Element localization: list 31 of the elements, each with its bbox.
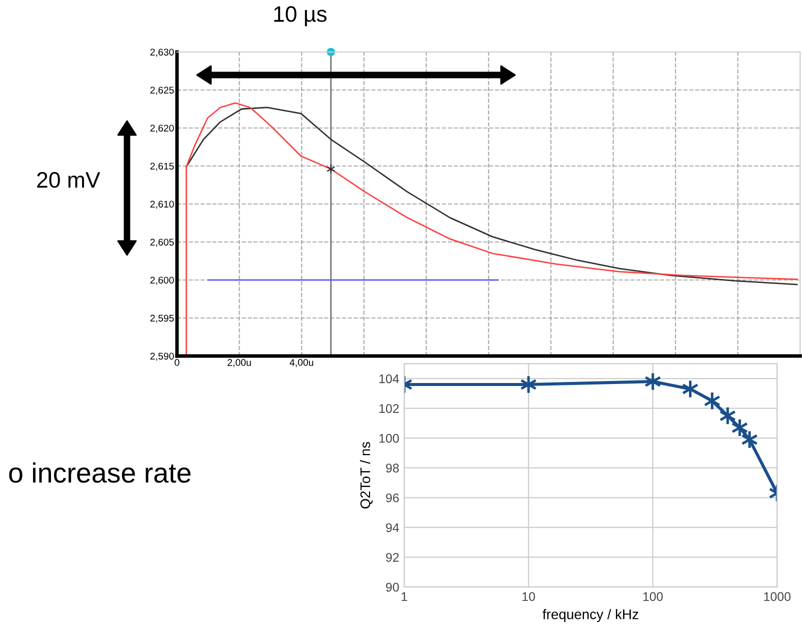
text: 20 mV bbox=[37, 172, 100, 188]
line-series bbox=[186, 106, 798, 286]
y-tick-label: 2,615 bbox=[150, 162, 174, 171]
x-tick-label: 10 bbox=[522, 592, 535, 602]
line-series bbox=[186, 102, 798, 356]
y-tick-label: 90 bbox=[386, 582, 399, 592]
x-tick-label: 4,00u bbox=[290, 359, 314, 368]
y-axis-title: Q2ToT / ns bbox=[360, 442, 373, 508]
y-tick-label: 104 bbox=[379, 374, 399, 384]
x-axis-title: frequency / kHz bbox=[542, 609, 638, 622]
y-tick-label: 2,605 bbox=[150, 238, 174, 247]
y-tick-label: 2,610 bbox=[150, 200, 174, 209]
y-tick-label: 2,600 bbox=[150, 276, 174, 285]
y-tick-label: 100 bbox=[379, 434, 399, 443]
y-tick-label: 2,630 bbox=[150, 48, 174, 57]
y-tick-label: 2,620 bbox=[150, 124, 174, 133]
y-tick-label: 102 bbox=[379, 404, 399, 413]
x-tick-label: 0 bbox=[174, 359, 180, 366]
x-tick-label: 100 bbox=[643, 592, 663, 602]
x-tick-label: 1 bbox=[402, 592, 408, 601]
y-tick-label: 92 bbox=[386, 552, 399, 562]
text: 10 µs bbox=[274, 6, 327, 26]
x-tick-label: 1000 bbox=[764, 592, 791, 602]
y-tick-label: 98 bbox=[386, 464, 399, 473]
y-tick-label: 2,625 bbox=[150, 86, 174, 95]
x-tick-label: 2,00u bbox=[228, 359, 251, 368]
y-tick-label: 2,590 bbox=[150, 352, 174, 361]
y-tick-label: 96 bbox=[386, 493, 399, 502]
text: o increase rate bbox=[9, 462, 191, 483]
y-tick-label: 94 bbox=[386, 523, 399, 532]
y-tick-label: 2,595 bbox=[150, 314, 174, 323]
